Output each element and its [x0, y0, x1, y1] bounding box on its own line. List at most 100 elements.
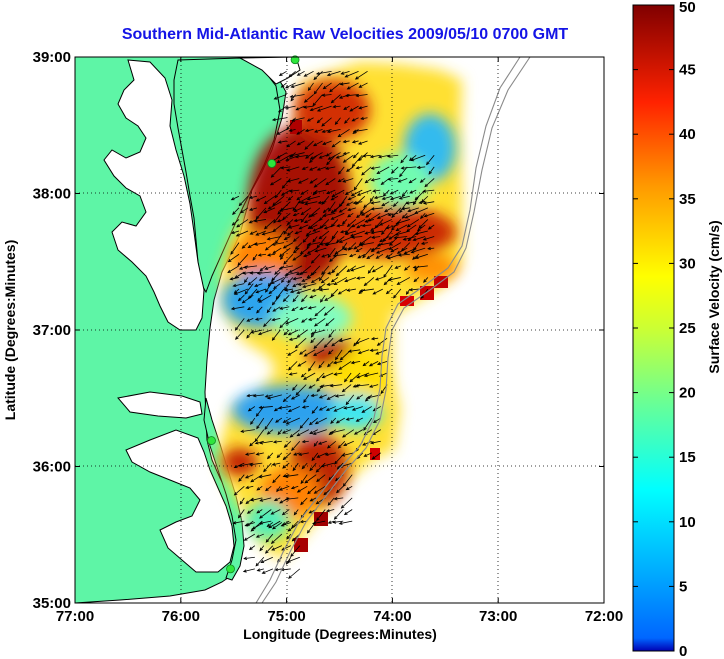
velocity-vector — [383, 265, 393, 278]
velocity-vector — [268, 288, 276, 294]
velocity-vector-head — [347, 197, 352, 201]
velocity-vector-head — [419, 179, 424, 183]
velocity-vector — [275, 568, 282, 571]
velocity-vector-head — [372, 291, 377, 295]
velocity-vector-head — [332, 105, 337, 109]
velocity-vector-head — [364, 231, 369, 235]
velocity-vector-head — [299, 425, 304, 429]
velocity-vector-head — [363, 282, 368, 287]
velocity-vector — [291, 306, 299, 311]
velocity-vector — [303, 372, 316, 380]
velocity-vector-head — [420, 215, 424, 220]
velocity-vector — [343, 105, 350, 110]
velocity-vector — [287, 219, 294, 225]
velocity-vector-head — [409, 190, 414, 194]
velocity-vector — [428, 166, 435, 175]
velocity-vector-head — [258, 475, 263, 479]
velocity-vector-head — [313, 143, 317, 147]
velocity-vector-head — [306, 118, 311, 122]
velocity-vector-head — [241, 300, 246, 304]
velocity-vector — [334, 509, 344, 520]
velocity-vector-head — [255, 562, 260, 567]
velocity-vector-head — [276, 488, 280, 493]
velocity-vector-head — [299, 351, 303, 355]
velocity-vector — [344, 117, 350, 124]
velocity-vector — [247, 306, 254, 310]
velocity-vector — [423, 189, 435, 192]
velocity-vector — [311, 452, 319, 461]
velocity-vector-head — [267, 396, 271, 400]
velocity-vector-head — [308, 159, 313, 164]
velocity-vector — [256, 207, 267, 220]
velocity-vector — [297, 361, 307, 367]
velocity-vector-head — [287, 408, 292, 412]
velocity-vector-head — [238, 478, 242, 482]
velocity-vector — [308, 361, 316, 372]
velocity-vector-head — [427, 226, 432, 230]
velocity-vector-head — [371, 269, 376, 273]
velocity-vector-head — [339, 82, 344, 86]
velocity-vector-head — [298, 226, 303, 230]
velocity-vector — [321, 253, 330, 258]
velocity-vector-head — [267, 206, 272, 210]
velocity-vector — [424, 212, 435, 217]
velocity-vector — [423, 277, 429, 283]
velocity-vector — [382, 230, 393, 242]
velocity-vector — [307, 271, 317, 279]
velocity-vector-head — [302, 239, 307, 243]
velocity-vector-head — [331, 193, 336, 198]
velocity-vector — [376, 253, 384, 259]
velocity-vector-head — [301, 439, 306, 444]
velocity-vector-head — [326, 129, 331, 134]
velocity-vector — [379, 236, 390, 243]
velocity-vector — [259, 406, 273, 409]
velocity-vector-head — [291, 118, 295, 122]
velocity-vector-head — [282, 298, 287, 302]
velocity-vector — [341, 452, 354, 456]
velocity-vector — [399, 195, 410, 200]
velocity-vector — [246, 318, 254, 322]
velocity-vector-head — [306, 245, 310, 249]
velocity-vector — [355, 384, 370, 387]
velocity-vector-head — [416, 227, 421, 232]
velocity-vector-head — [265, 539, 270, 543]
velocity-vector-head — [362, 254, 366, 259]
velocity-vector — [329, 82, 341, 93]
colorbar-tick-label: 5 — [679, 578, 687, 595]
velocity-vector — [353, 242, 366, 250]
velocity-vector-head — [358, 290, 363, 295]
velocity-vector — [272, 195, 285, 206]
velocity-vector-head — [278, 72, 283, 76]
velocity-vector — [348, 349, 361, 352]
velocity-vector — [399, 166, 408, 177]
velocity-vector — [279, 497, 290, 504]
velocity-vector — [322, 140, 332, 145]
velocity-vector — [352, 155, 363, 167]
velocity-vector-head — [344, 191, 349, 195]
velocity-vector-head — [370, 207, 375, 211]
velocity-vector-head — [282, 216, 286, 220]
velocity-vector-head — [263, 200, 268, 205]
velocity-vector-head — [368, 363, 373, 367]
velocity-vector-head — [263, 210, 268, 214]
velocity-vector — [354, 429, 363, 435]
velocity-vector — [362, 440, 372, 446]
velocity-vector-head — [337, 445, 342, 449]
velocity-vector — [258, 329, 272, 335]
velocity-vector-head — [287, 352, 292, 356]
velocity-vector-head — [305, 233, 310, 237]
velocity-vector — [272, 474, 281, 483]
velocity-vector — [396, 219, 410, 225]
velocity-vector — [423, 201, 435, 204]
velocity-vector — [390, 195, 401, 200]
velocity-vector-head — [318, 407, 323, 411]
velocity-vector — [250, 474, 263, 483]
velocity-vector — [323, 207, 330, 213]
velocity-vector — [245, 522, 255, 527]
velocity-vector-head — [339, 230, 344, 234]
velocity-vector-head — [227, 258, 232, 263]
velocity-vector — [318, 230, 330, 240]
velocity-vector-head — [259, 547, 263, 552]
velocity-vector — [338, 361, 352, 370]
velocity-vector-head — [313, 352, 317, 356]
